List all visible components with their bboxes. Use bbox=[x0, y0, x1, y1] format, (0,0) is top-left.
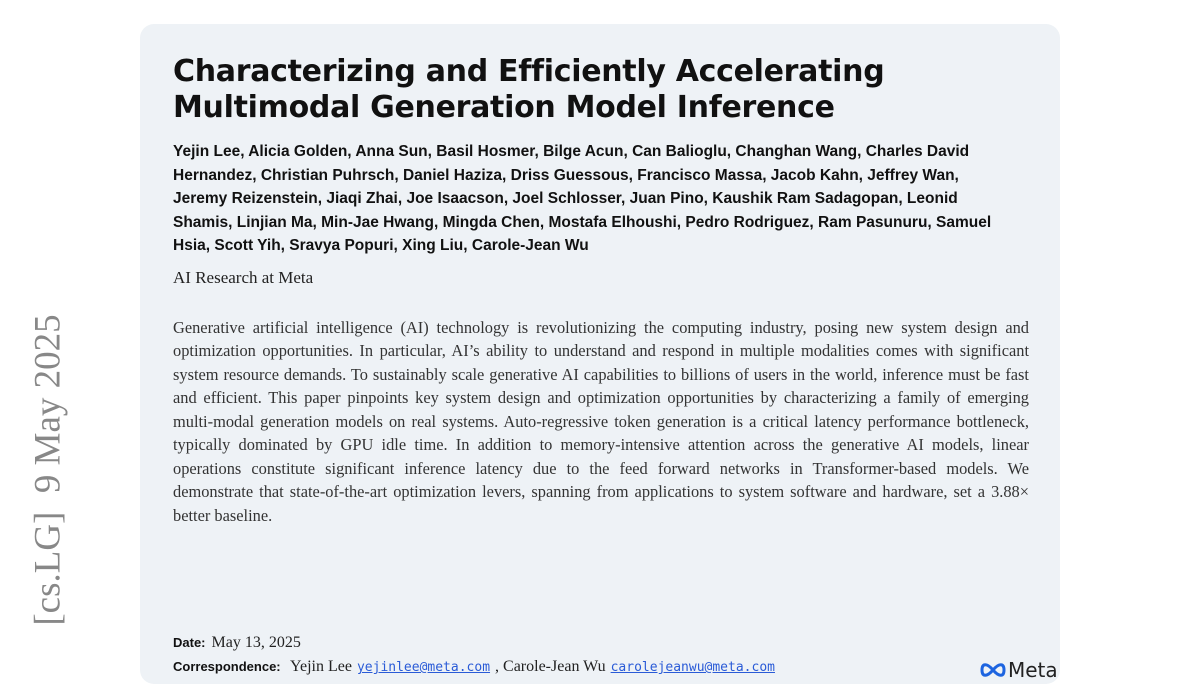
correspondent-name: Yejin Lee bbox=[290, 658, 352, 675]
correspondent-name: , Carole-Jean Wu bbox=[495, 658, 606, 675]
page: [cs.LG] 9 May 2025 Characterizing and Ef… bbox=[27, 24, 1060, 684]
logo-icon bbox=[980, 663, 1006, 677]
paper-card: Characterizing and Efficiently Accelerat… bbox=[140, 24, 1060, 684]
date-line: Date: May 13, 2025 bbox=[173, 634, 301, 652]
email-link[interactable]: yejinlee@meta.com bbox=[356, 660, 491, 675]
correspondence-line: Correspondence: Yejin Lee yejinlee@meta.c… bbox=[173, 658, 780, 676]
logo-text: Meta bbox=[1008, 658, 1058, 682]
title: Characterizing and Efficiently Accelerat… bbox=[173, 54, 885, 125]
abstract: Generative artificial intelligence (AI) … bbox=[173, 317, 1029, 525]
authors: Yejin Lee, Alicia Golden, Anna Sun, Basi… bbox=[173, 143, 992, 254]
correspondence-label: Correspondence: bbox=[173, 659, 281, 674]
meta-logo: Meta bbox=[978, 658, 1058, 682]
content: Characterizing and Efficiently Accelerat… bbox=[173, 54, 1058, 682]
affiliation: AI Research at Meta bbox=[173, 267, 314, 287]
date-label: Date: bbox=[173, 635, 206, 650]
date: May 13, 2025 bbox=[211, 634, 301, 651]
email-link[interactable]: carolejeanwu@meta.com bbox=[610, 660, 775, 675]
arxiv-stamp: [cs.LG] 9 May 2025 bbox=[27, 314, 69, 626]
